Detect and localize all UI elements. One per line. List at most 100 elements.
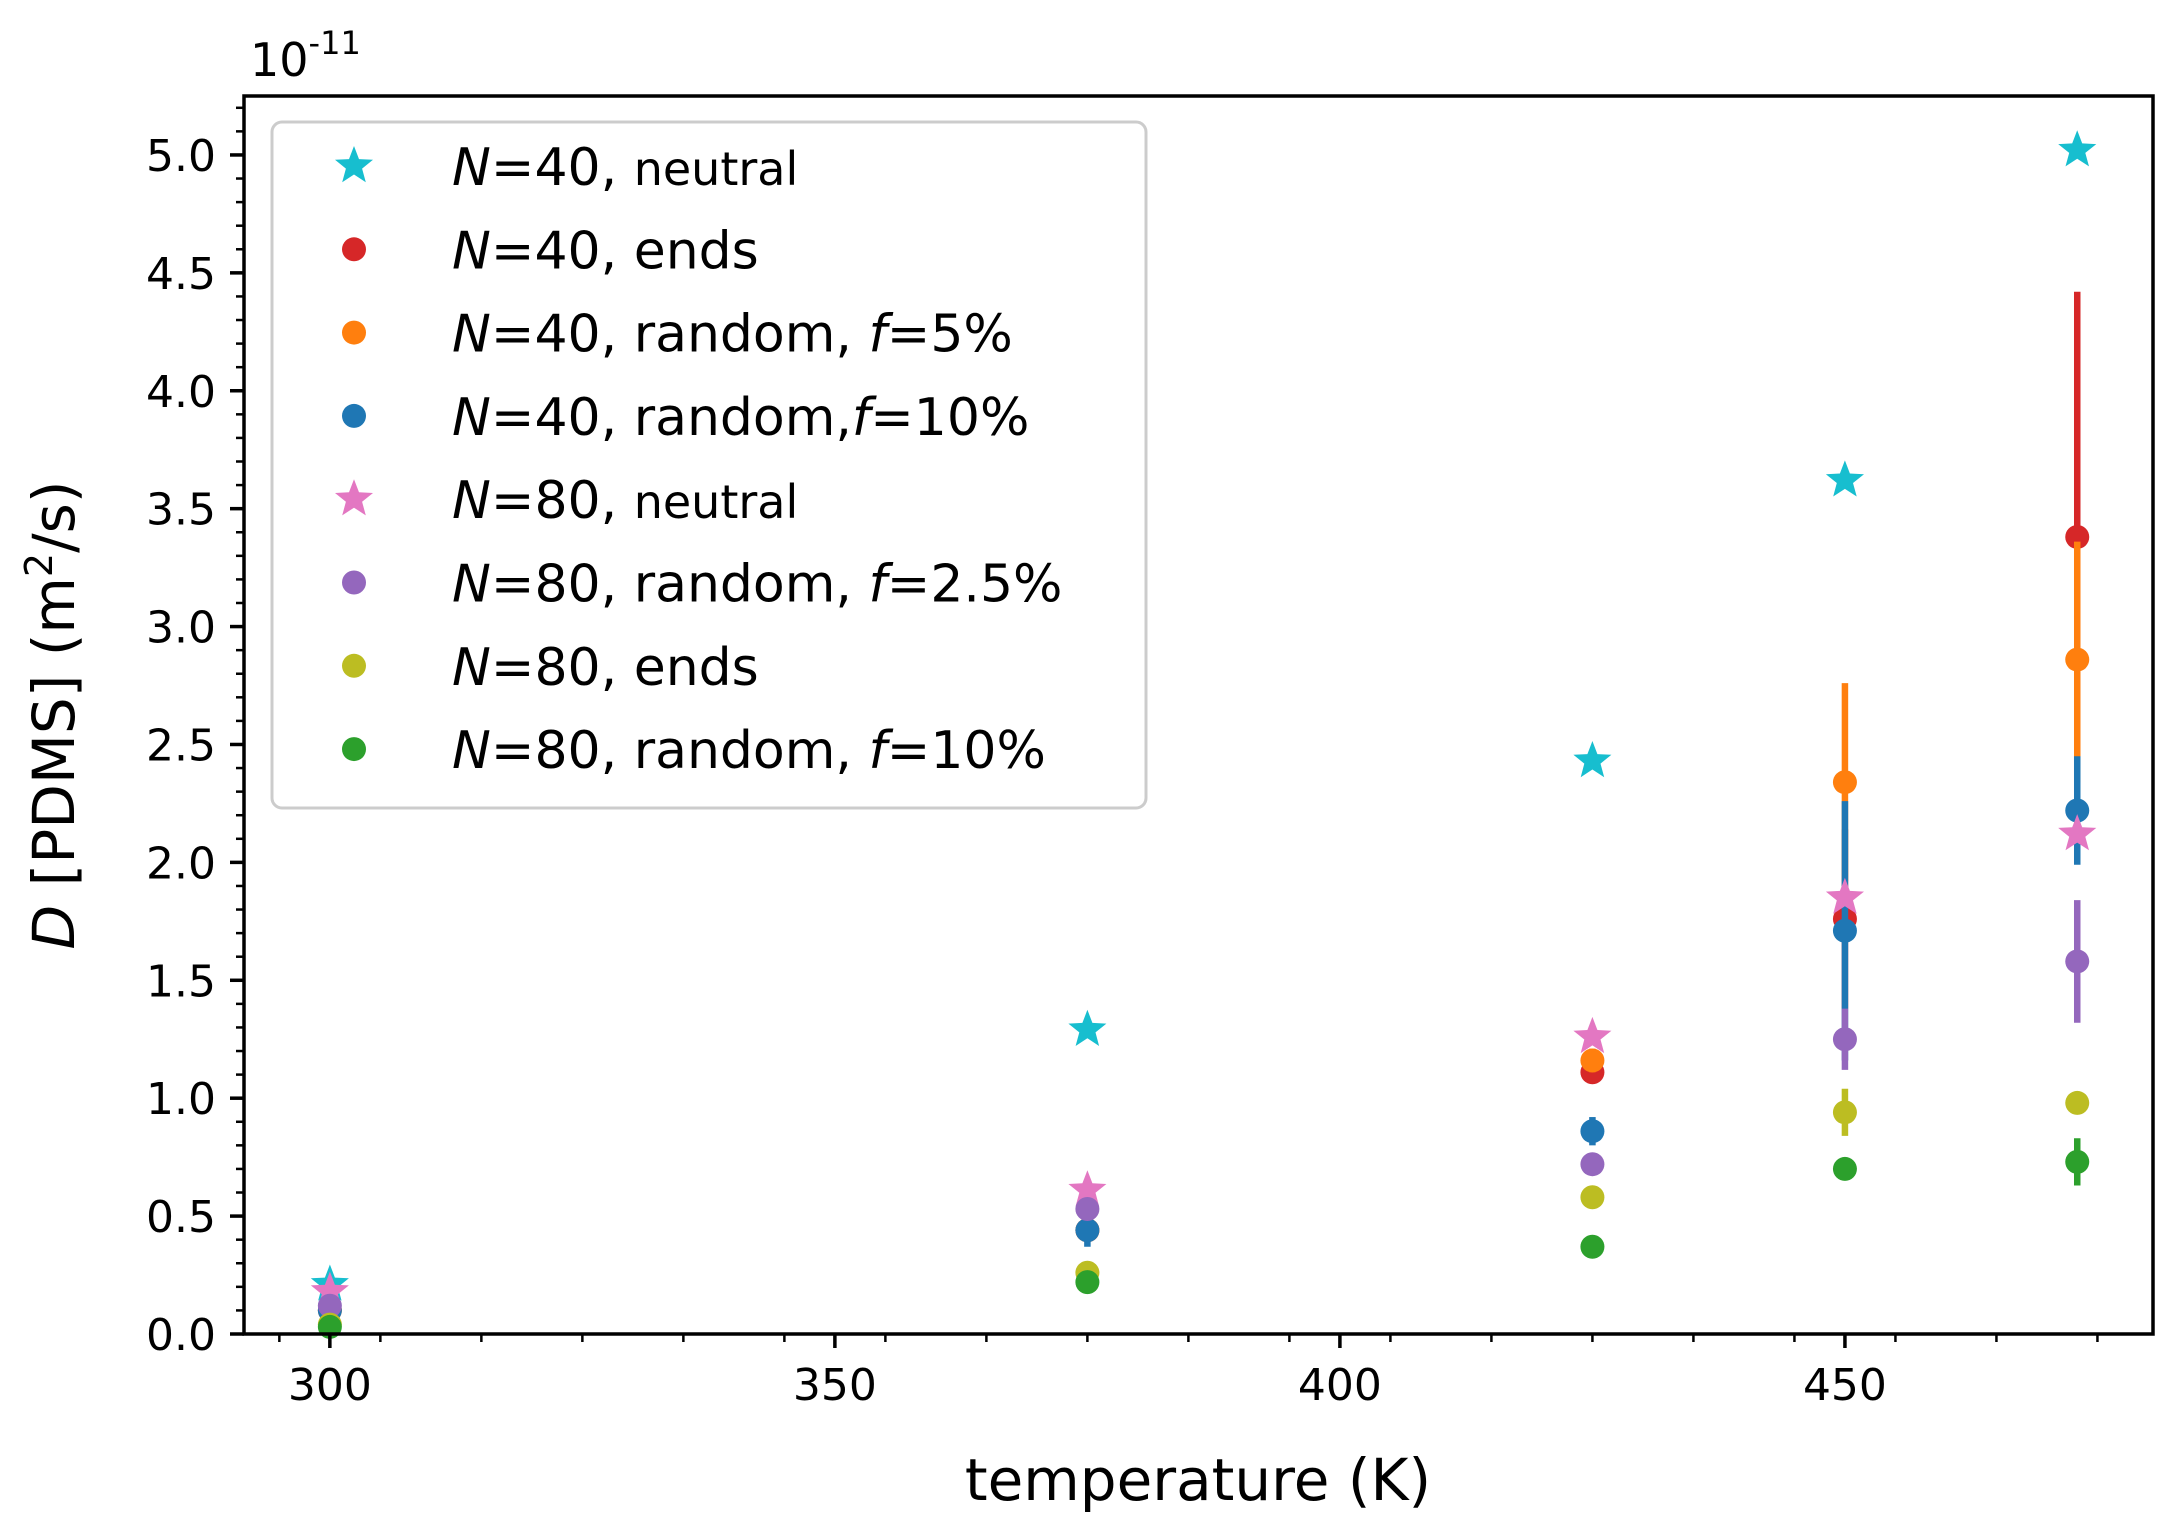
data-point (317, 1293, 342, 1318)
y-tick-label: 1.5 (146, 956, 216, 1007)
data-point (1580, 1048, 1605, 1073)
legend-marker (342, 320, 366, 345)
legend-entry-n80-random-2.5: N=80, random, f=2.5% (342, 555, 1062, 615)
y-offset-base: 10 (250, 33, 309, 87)
y-offset-label: 10-11 (250, 24, 361, 87)
data-point (1573, 741, 1612, 778)
legend-entry-n40-neutral: N=40, neutral (335, 138, 798, 198)
data-point (1068, 1170, 1107, 1207)
data-point (1832, 770, 1857, 795)
legend-marker (342, 237, 366, 262)
data-point (2065, 949, 2090, 974)
data-point (1832, 1156, 1857, 1181)
legend-entry-n40-ends: N=40, ends (342, 221, 759, 281)
y-tick-label: 4.5 (146, 249, 216, 300)
legend-entry-n80-ends: N=80, ends (342, 638, 759, 698)
data-point (2065, 798, 2090, 823)
y-tick-label: 5.0 (146, 131, 216, 182)
data-point (1573, 1016, 1612, 1054)
legend-marker (342, 653, 366, 678)
data-point (1580, 1119, 1605, 1144)
data-point (1832, 918, 1857, 943)
legend-label-tail: =5% (887, 305, 1013, 365)
y-tick-label: 0.5 (146, 1192, 216, 1243)
y-axis-title: D [PDMS] (m2/s) (17, 480, 88, 949)
legend-marker (335, 479, 373, 516)
data-point (2065, 1090, 2090, 1115)
y-tick-label: 4.0 (146, 367, 216, 418)
legend-label-text: =80, random, (491, 555, 869, 615)
legend-label: N=40, ends (452, 221, 759, 281)
legend-marker (342, 403, 366, 428)
legend-label-text: =80, random, (491, 721, 869, 781)
x-tick-label: 400 (1298, 1360, 1382, 1411)
data-point (2058, 814, 2097, 851)
legend-n-symbol: N (452, 305, 491, 365)
data-point (1068, 1009, 1107, 1046)
legend-n-symbol: N (452, 721, 491, 781)
legend-n-symbol: N (452, 138, 491, 198)
data-point (1832, 1027, 1857, 1052)
legend-marker (342, 737, 366, 762)
data-marks (310, 130, 2097, 1339)
legend-label: N=80, random, f=10% (452, 721, 1046, 781)
legend-label: N=80, ends (452, 638, 759, 698)
legend-n-symbol: N (452, 471, 491, 531)
legend-entry-n80-random-10: N=80, random, f=10% (342, 721, 1046, 781)
axes: 300 350 400 450 0.0 0.5 1.0 1.5 2.0 2.5 3.0 3.5 4.0 4… (146, 106, 2099, 1411)
data-point (1075, 1197, 1100, 1222)
data-point (2065, 524, 2090, 549)
legend-entry-n40-random-5: N=40, random, f=5% (342, 305, 1013, 365)
y-offset-exponent: -11 (309, 24, 361, 62)
series-n80-random-10 (317, 1138, 2090, 1339)
data-point (1825, 460, 1864, 497)
data-point (2065, 1149, 2090, 1174)
y-tick-label: 0.0 (146, 1310, 216, 1361)
legend-label-text: =40, (491, 138, 634, 198)
legend-label-text: =40, random, (491, 305, 869, 365)
series-n80-random-2.5 (317, 900, 2090, 1318)
legend-n-symbol: N (452, 388, 491, 448)
y-axis-unit-tail: /s) (20, 480, 88, 552)
legend-label-text: =80, (491, 471, 634, 531)
legend-entry-n80-neutral: N=80, neutral (335, 471, 798, 531)
legend-label-tail: =10% (887, 721, 1046, 781)
series-n80-neutral (310, 814, 2097, 1308)
legend-label: N=40, random, f=5% (452, 305, 1013, 365)
legend-label-small: neutral (634, 475, 799, 529)
data-point (2065, 647, 2090, 672)
y-tick-label: 3.5 (146, 485, 216, 536)
data-point (2058, 130, 2097, 167)
legend-label-tail: =2.5% (887, 555, 1063, 615)
legend-label-text: =40, ends (491, 221, 759, 281)
y-tick-label: 1.0 (146, 1074, 216, 1125)
legend-entry-n40-random-10: N=40, random,f=10% (342, 388, 1029, 448)
data-point (1075, 1270, 1100, 1295)
legend-label: N=80, neutral (452, 471, 798, 531)
y-axis-quantity: [PDMS] (m (20, 577, 88, 905)
legend-label-small: neutral (634, 142, 799, 196)
y-axis-symbol: D (20, 905, 88, 950)
data-point (1832, 1100, 1857, 1125)
data-point (1075, 1218, 1100, 1243)
plot-frame (242, 94, 2155, 1336)
data-point (1825, 877, 1864, 914)
legend-n-symbol: N (452, 221, 491, 281)
x-tick-label: 450 (1803, 1360, 1887, 1411)
legend-frame (270, 120, 1148, 810)
x-axis-title: temperature (K) (965, 1446, 1431, 1514)
legend-n-symbol: N (452, 555, 491, 615)
legend-label: N=80, random, f=2.5% (452, 555, 1062, 615)
y-tick-label: 3.0 (146, 603, 216, 654)
y-tick-label: 2.5 (146, 720, 216, 771)
y-axis-unit-exponent: 2 (17, 553, 61, 577)
x-tick-label: 350 (793, 1360, 877, 1411)
legend-marker (335, 146, 373, 183)
legend-label: N=40, random,f=10% (452, 388, 1029, 448)
data-point (1580, 1185, 1605, 1210)
data-point (310, 1271, 349, 1308)
legend-marker (342, 570, 366, 595)
